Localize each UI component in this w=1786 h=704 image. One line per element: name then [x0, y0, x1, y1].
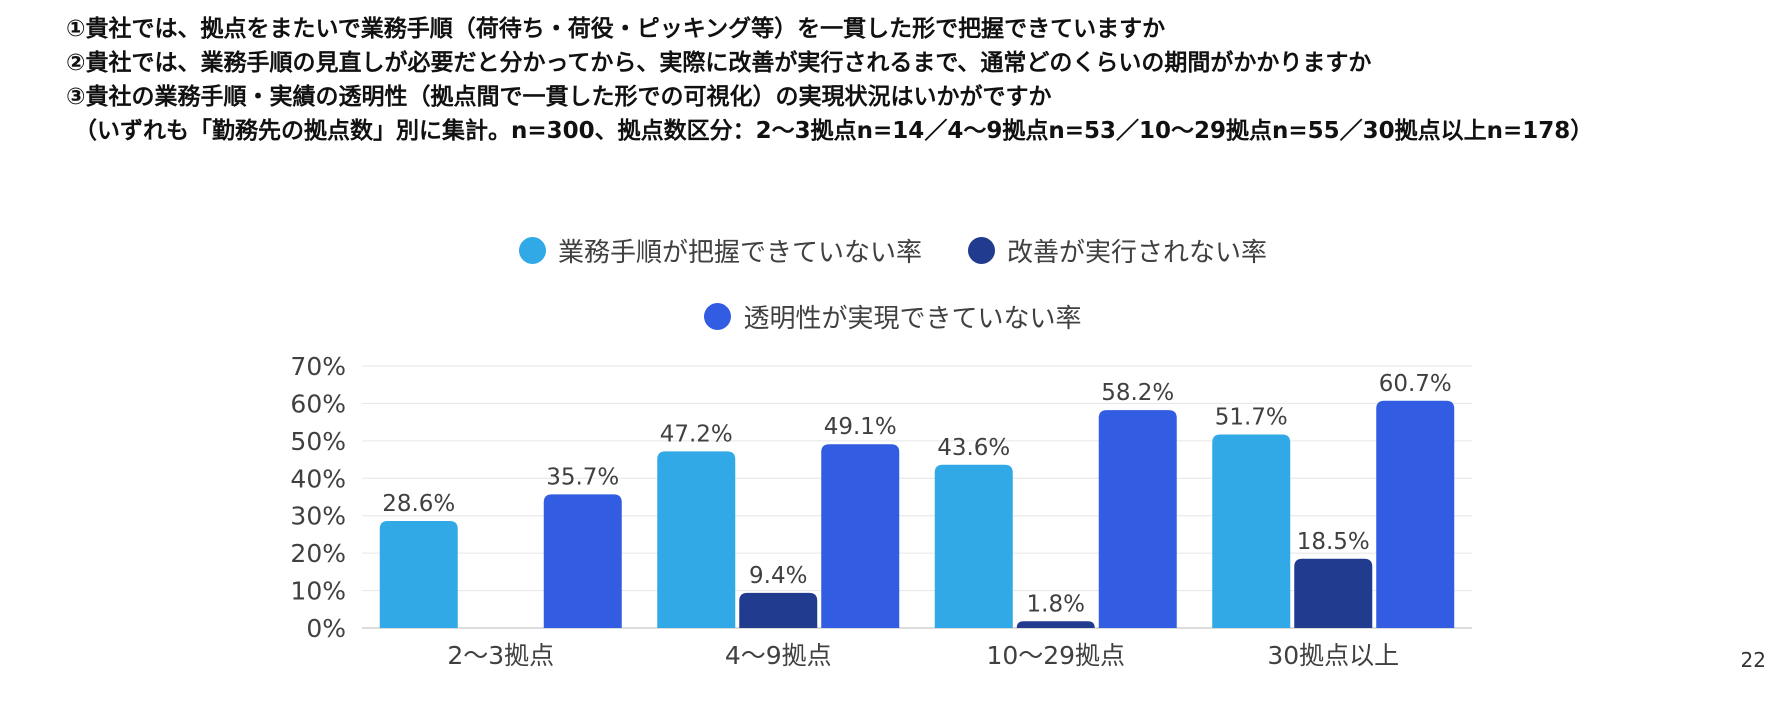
data-label: 49.1%: [824, 414, 897, 440]
data-label: 51.7%: [1215, 404, 1288, 430]
bar-series-2: [1294, 558, 1373, 628]
legend-item-series-1: 業務手順が把握できていない率: [518, 232, 922, 269]
x-category-label: 2〜3拠点: [447, 641, 554, 670]
x-category-label: 30拠点以上: [1267, 641, 1399, 670]
legend-row-1: 業務手順が把握できていない率 改善が実行されない率: [0, 232, 1786, 269]
bar-series-3: [543, 494, 622, 628]
legend-swatch-series-3: [704, 303, 732, 330]
question-block: ①貴社では、拠点をまたいで業務手順（荷待ち・荷役・ピッキング等）を一貫した形で把…: [66, 12, 1766, 148]
data-label: 9.4%: [749, 563, 807, 589]
sample-note: （いずれも「勤務先の拠点数」別に集計。n=300、拠点数区分：2〜3拠点n=14…: [74, 118, 1594, 144]
data-label: 58.2%: [1101, 380, 1174, 406]
legend-swatch-series-2: [968, 237, 995, 264]
x-category-label: 4〜9拠点: [725, 641, 832, 670]
data-label: 1.8%: [1027, 591, 1085, 617]
y-tick-label: 50%: [290, 427, 346, 456]
y-tick-label: 30%: [290, 502, 346, 531]
legend-swatch-series-1: [518, 237, 546, 264]
data-label: 28.6%: [382, 491, 455, 517]
legend-item-series-2: 改善が実行されない率: [968, 232, 1267, 269]
question-2: ②貴社では、業務手順の見直しが必要だと分かってから、実際に改善が実行されるまで、…: [66, 50, 1372, 76]
data-label: 35.7%: [546, 464, 619, 490]
bar-series-1: [1212, 434, 1291, 628]
page-number: 22: [1740, 648, 1766, 672]
data-label: 47.2%: [660, 421, 733, 447]
data-label: 18.5%: [1297, 529, 1370, 555]
y-tick-label: 0%: [306, 614, 346, 643]
legend-item-series-3: 透明性が実現できていない率: [704, 298, 1082, 335]
y-tick-label: 40%: [290, 464, 346, 493]
y-tick-label: 10%: [290, 577, 346, 606]
bar-series-2: [739, 592, 818, 628]
bar-series-3: [1376, 400, 1455, 628]
legend-label-series-3: 透明性が実現できていない率: [743, 304, 1082, 334]
bar-series-2: [1016, 621, 1095, 628]
legend-row-2: 透明性が実現できていない率: [0, 298, 1786, 335]
x-category-label: 10〜29拠点: [986, 641, 1125, 670]
bar-series-3: [1098, 410, 1177, 628]
legend-label-series-2: 改善が実行されない率: [1007, 238, 1268, 268]
bar-series-3: [821, 444, 900, 628]
data-label: 60.7%: [1379, 371, 1452, 397]
legend-label-series-1: 業務手順が把握できていない率: [557, 238, 922, 268]
y-tick-label: 60%: [290, 389, 346, 418]
bar-series-1: [934, 464, 1013, 628]
y-tick-label: 70%: [290, 352, 346, 381]
question-3: ③貴社の業務手順・実績の透明性（拠点間で一貫した形での可視化）の実現状況はいかが…: [66, 84, 1052, 110]
question-1: ①貴社では、拠点をまたいで業務手順（荷待ち・荷役・ピッキング等）を一貫した形で把…: [66, 16, 1166, 42]
bar-series-1: [657, 451, 736, 628]
bar-series-1: [379, 520, 458, 628]
data-label: 43.6%: [937, 435, 1010, 461]
y-tick-label: 20%: [290, 539, 346, 568]
